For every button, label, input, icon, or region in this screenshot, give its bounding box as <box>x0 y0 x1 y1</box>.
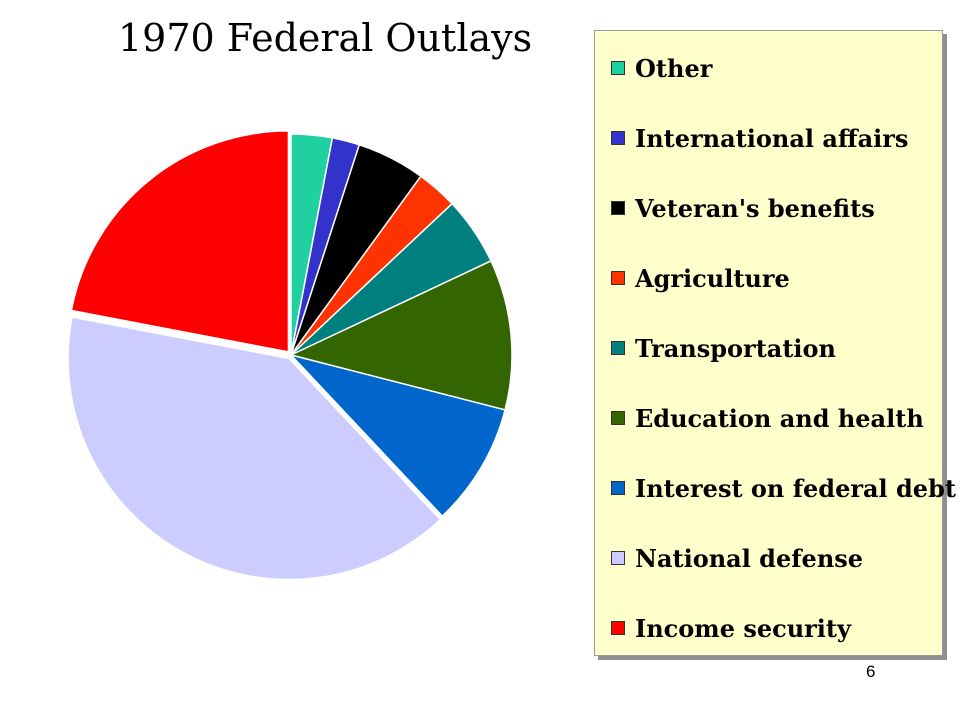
legend-item: International affairs <box>611 123 908 153</box>
legend-label: Veteran's benefits <box>635 193 875 223</box>
legend-swatch <box>611 411 625 425</box>
legend-swatch <box>611 271 625 285</box>
legend-swatch <box>611 621 625 635</box>
legend-label: Transportation <box>635 333 836 363</box>
legend-item: Veteran's benefits <box>611 193 875 223</box>
pie-slice-education-and-health <box>288 259 513 411</box>
legend-label: Other <box>635 53 713 83</box>
legend-label: Income security <box>635 613 851 643</box>
legend-swatch <box>611 551 625 565</box>
legend-label: Education and health <box>635 403 924 433</box>
legend-item: Other <box>611 53 712 83</box>
legend-label: Agriculture <box>635 263 790 293</box>
pie-slice-national-defense <box>67 316 442 581</box>
legend-item: Interest on federal debt <box>611 473 956 503</box>
pie-slice-income-security <box>70 130 290 353</box>
legend-label: Interest on federal debt <box>635 473 956 503</box>
legend-swatch <box>611 201 625 215</box>
legend-item: Agriculture <box>611 263 790 293</box>
legend-item: Income security <box>611 613 851 643</box>
legend-label: International affairs <box>635 123 909 153</box>
legend-item: National defense <box>611 543 863 573</box>
legend-swatch <box>611 481 625 495</box>
legend-swatch <box>611 61 625 75</box>
chart-title: 1970 Federal Outlays <box>118 16 533 60</box>
page-number: 6 <box>866 662 876 681</box>
legend-item: Transportation <box>611 333 836 363</box>
legend-swatch <box>611 341 625 355</box>
legend-item: Education and health <box>611 403 924 433</box>
pie-chart <box>67 130 513 581</box>
legend-swatch <box>611 131 625 145</box>
pie-slice-interest-on-federal-debt <box>288 353 506 518</box>
legend: Other International affairs Veteran's bene… <box>594 30 956 656</box>
legend-label: National defense <box>635 543 864 573</box>
